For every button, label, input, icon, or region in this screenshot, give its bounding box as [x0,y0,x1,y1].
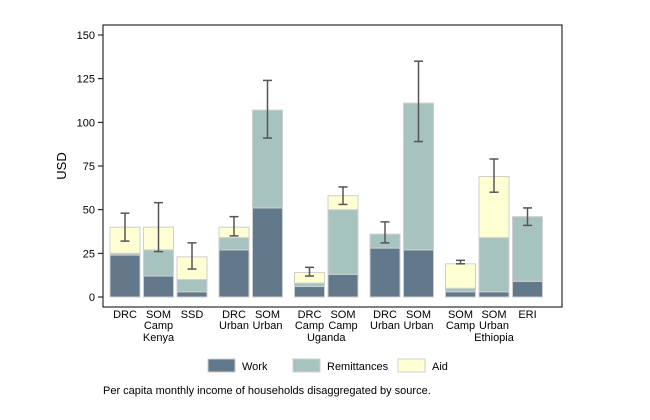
y-tick-label: 125 [77,74,95,86]
bar-work [478,291,510,298]
x-tick-label: SOM [146,309,171,321]
x-tick-label: SOM [481,309,506,321]
legend-swatch [207,358,236,373]
legend-label: Work [242,361,268,373]
bar-work [369,247,401,298]
bars [109,60,543,298]
x-tick-label: Camp [446,320,475,332]
x-tick-label: ERI [518,309,536,321]
y-tick-label: 75 [83,161,95,173]
bar-work [252,207,283,298]
legend-swatch [292,358,321,373]
y-tick-label: 25 [83,248,95,260]
x-tick-label: DRC [222,309,246,321]
x-tick-label: SOM [448,309,473,321]
legend-label: Remittances [327,361,389,373]
bar-work [327,273,359,298]
bar-remittances [143,249,174,277]
x-tick-label: SOM [255,309,280,321]
x-tick-label: Urban [253,320,283,332]
bar-work [445,291,476,298]
x-tick-label: SOM [406,309,431,321]
group-label: Ethiopia [474,332,515,344]
y-tick-label: 0 [89,292,95,304]
x-tick-label: SOM [330,309,355,321]
bar-work [294,286,325,298]
bar-work [176,291,208,298]
x-tick-label: DRC [373,309,397,321]
bar-remittances [327,209,359,275]
x-tick-label: SSD [181,309,204,321]
x-tick-label: Urban [479,320,509,332]
bar-work [143,275,174,298]
bar-aid [445,263,476,289]
bar-remittances [512,216,543,282]
legend-label: Aid [432,361,448,373]
bar-remittances [218,237,250,251]
chart-caption: Per capita monthly income of households … [103,385,431,397]
x-tick-label: DRC [298,309,322,321]
x-tick-label: Camp [295,320,324,332]
y-axis-title: USD [54,152,69,179]
y-tick-label: 150 [77,30,95,42]
bar-work [403,249,434,298]
bar-work [218,249,250,298]
bar-work [109,254,141,298]
category-labels: DRC SOMCampSSDKenyaDRCUrbanSOMUrbanDRCCam… [113,309,537,344]
group-label: Uganda [307,332,346,344]
legend: Work Remittances Aid [207,358,448,373]
bar-remittances [478,237,510,293]
x-tick-label: Urban [404,320,434,332]
legend-swatch [397,358,426,373]
y-tick-label: 100 [77,117,95,129]
x-tick-label: DRC [113,309,137,321]
bar-work [512,280,543,298]
bar-remittances [294,282,325,288]
x-tick-label: Urban [370,320,400,332]
y-tick-label: 50 [83,205,95,217]
x-tick-label: Camp [144,320,173,332]
bar-remittances [176,279,208,293]
axes: 0 25 50 75 100 125 150 USD [54,24,563,308]
group-label: Kenya [143,332,175,344]
bar-remittances [445,287,476,293]
x-tick-label: Urban [219,320,249,332]
x-tick-label: Camp [328,320,357,332]
